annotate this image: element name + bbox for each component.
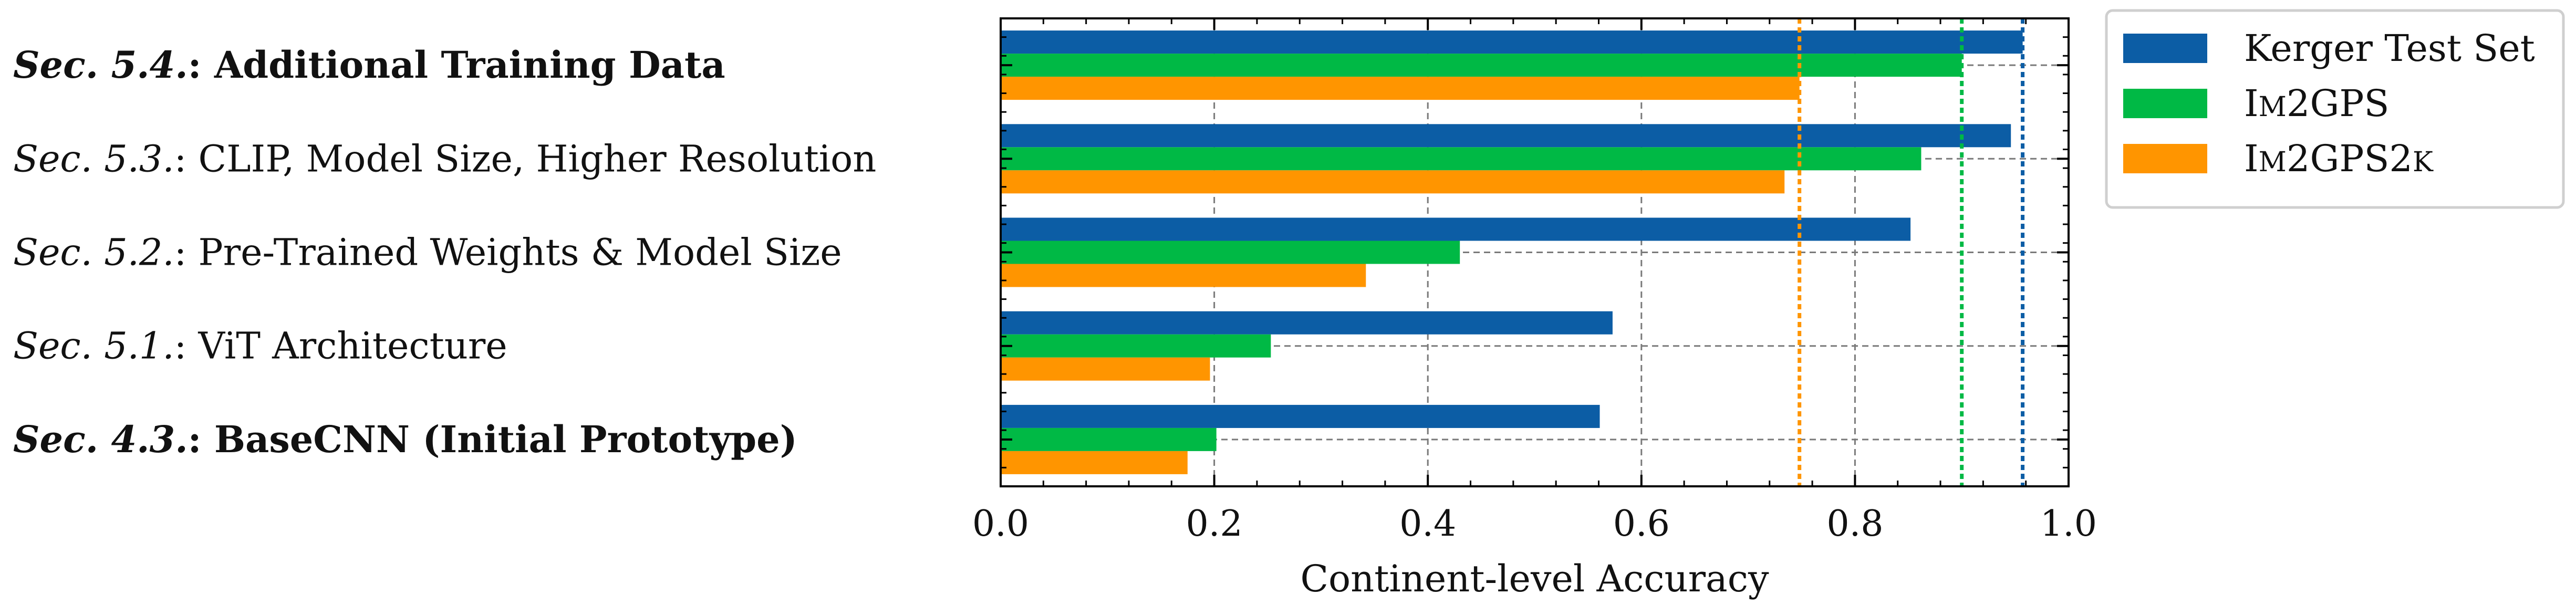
category-label: Sec. 5.2.: Pre-Trained Weights & Model S… [13, 231, 842, 274]
x-tick-label: 0.2 [1186, 503, 1243, 545]
category-label: Sec. 5.3.: CLIP, Model Size, Higher Reso… [13, 137, 876, 180]
bar [1001, 311, 1613, 335]
legend-label-part: Kerger Test Set [2244, 27, 2535, 70]
x-tick-label: 0.0 [972, 503, 1029, 545]
legend-label: Kerger Test Set [2244, 27, 2535, 70]
x-tick-label: 0.6 [1613, 503, 1670, 545]
legend-label-part: K [2413, 147, 2434, 178]
bar [1001, 217, 1911, 241]
legend-label: IM2GPS [2244, 82, 2389, 125]
category-labels: Sec. 4.3.: BaseCNN (Initial Prototype)Se… [13, 43, 876, 461]
category-label-text: : ViT Architecture [174, 325, 507, 368]
category-label-text: : CLIP, Model Size, Higher Resolution [174, 137, 877, 180]
category-label-prefix: Sec. 4.3. [13, 418, 188, 461]
bar [1001, 147, 1921, 171]
reference-lines [1798, 18, 2025, 486]
legend-swatch [2123, 144, 2207, 173]
legend-label-part: I [2244, 82, 2259, 125]
x-tick-labels: 0.0 0.2 0.4 0.6 0.8 1.0 [972, 503, 2097, 545]
legend-label-part: M [2259, 91, 2287, 123]
bar [1001, 334, 1271, 358]
legend-label: IM2GPS2K [2244, 137, 2434, 180]
category-label-text: : Additional Training Data [188, 43, 725, 87]
bar [1001, 77, 1800, 100]
bar [1001, 241, 1460, 264]
category-label-prefix: Sec. 5.1. [13, 325, 174, 368]
category-label: Sec. 4.3.: BaseCNN (Initial Prototype) [13, 418, 797, 461]
bar [1001, 30, 2023, 54]
category-label-prefix: Sec. 5.2. [13, 231, 174, 274]
legend-box [2105, 9, 2565, 209]
legend-label-part: M [2259, 147, 2287, 178]
category-label-prefix: Sec. 5.4. [13, 43, 188, 87]
x-tick-label: 0.4 [1399, 503, 1456, 545]
axes [1000, 17, 2070, 487]
x-tick-label: 0.8 [1826, 503, 1883, 545]
bar [1001, 264, 1366, 287]
x-tick-label: 1.0 [2040, 503, 2097, 545]
category-label-prefix: Sec. 5.3. [13, 137, 174, 180]
bar [1001, 428, 1217, 451]
category-label-text: : BaseCNN (Initial Prototype) [188, 418, 797, 461]
bar [1001, 124, 2011, 148]
category-label-text: : Pre-Trained Weights & Model Size [174, 231, 842, 274]
legend-swatch [2123, 89, 2207, 118]
bar [1001, 357, 1210, 381]
bar [1001, 404, 1600, 428]
legend-label-part: 2GPS [2287, 82, 2390, 125]
legend-label-part: I [2244, 137, 2259, 180]
category-label: Sec. 5.4.: Additional Training Data [13, 43, 725, 87]
category-label: Sec. 5.1.: ViT Architecture [13, 325, 507, 368]
bar [1001, 451, 1188, 474]
legend-swatch [2123, 34, 2207, 63]
x-axis-title: Continent-level Accuracy [1300, 557, 1769, 600]
bars [1001, 30, 2023, 474]
legend-label-part: 2GPS2 [2287, 137, 2413, 180]
bar [1001, 54, 1962, 77]
bar [1001, 170, 1785, 194]
